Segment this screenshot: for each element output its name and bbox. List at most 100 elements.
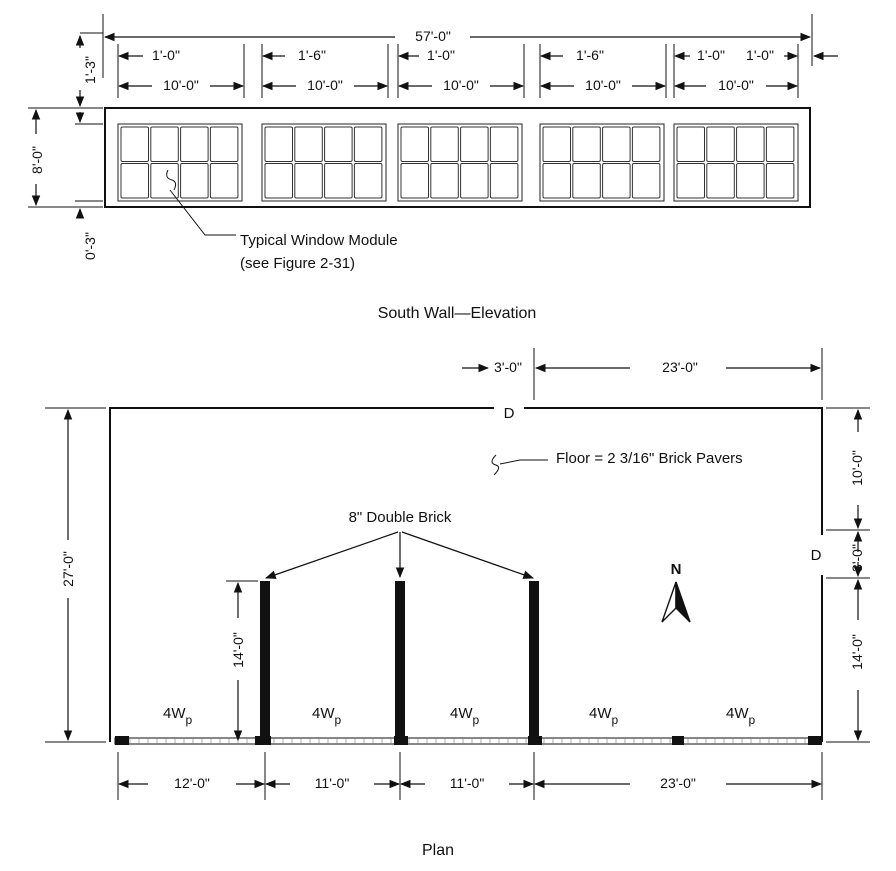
overall-width-dim: 57'-0" <box>415 28 451 44</box>
north-arrow-icon: N <box>661 561 691 623</box>
gap-dim-6: 1'-0" <box>746 47 774 63</box>
window-pane <box>353 163 383 199</box>
bottom-dim-3: 11'-0" <box>450 775 485 791</box>
window-pane <box>209 163 239 199</box>
svg-text:4Wp: 4Wp <box>589 705 619 727</box>
window-pane <box>489 126 519 162</box>
window-module-1 <box>117 123 243 202</box>
window-pane <box>631 163 661 199</box>
window-pane <box>676 126 705 162</box>
elevation-drawing: 57'-0" 1'-0" 1'-6" 1'-0" 1'-6" 1'-0" 1'-… <box>28 14 838 322</box>
height-dim: 8'-0" <box>29 146 45 174</box>
door-offset-dim: 3'-0" <box>494 359 522 375</box>
window-pane <box>460 126 489 162</box>
window-pane <box>353 126 383 162</box>
window-pane <box>264 126 293 162</box>
window-pane <box>180 126 209 162</box>
window-pane <box>180 163 209 199</box>
pier-5 <box>672 736 684 745</box>
window-modules <box>117 123 799 202</box>
plan-wall-north-east <box>524 407 823 535</box>
north-door-symbol: D <box>504 405 515 422</box>
window-label-3: 4Wp <box>450 705 480 727</box>
window-pane <box>294 163 323 199</box>
window-pane <box>542 163 571 199</box>
window-pane <box>400 163 429 199</box>
window-module-2 <box>261 123 387 202</box>
window-pane <box>736 126 765 162</box>
window-module-5 <box>673 123 799 202</box>
svg-text:4Wp: 4Wp <box>312 705 342 727</box>
window-pane <box>765 163 795 199</box>
pier-1 <box>115 736 129 745</box>
south-wall-outline <box>104 107 811 208</box>
window-callout-ref: (see Figure 2-31) <box>240 255 355 272</box>
bottom-dim-4: 23'-0" <box>660 775 696 791</box>
window-pane <box>706 163 735 199</box>
window-pane <box>430 163 459 199</box>
window-pane <box>631 126 661 162</box>
right-top-dim: 10'-0" <box>849 450 865 486</box>
window-pane <box>150 163 179 199</box>
plan-caption: Plan <box>422 842 454 859</box>
module-dim-row: 10'-0" 10'-0" 10'-0" 10'-0" 10'-0" <box>117 77 799 93</box>
north-symbol: N <box>671 561 682 578</box>
wall-height-dim: 14'-0" <box>230 632 246 668</box>
gap-dim-3: 1'-0" <box>427 47 455 63</box>
window-label-2: 4Wp <box>312 705 342 727</box>
gap-dim-4: 1'-6" <box>576 47 604 63</box>
south-glazing-strip <box>114 737 821 745</box>
brick-wall-1 <box>260 581 270 742</box>
pier-6 <box>808 736 822 745</box>
svg-text:4Wp: 4Wp <box>163 705 193 727</box>
door-to-corner-dim: 23'-0" <box>662 359 698 375</box>
window-pane <box>572 126 601 162</box>
gap-dim-1: 1'-0" <box>152 47 180 63</box>
gap-dim-5: 1'-0" <box>697 47 725 63</box>
module-dim-1: 10'-0" <box>163 77 199 93</box>
window-pane <box>736 163 765 199</box>
svg-text:4Wp: 4Wp <box>726 705 756 727</box>
window-pane <box>602 126 631 162</box>
svg-text:4Wp: 4Wp <box>450 705 480 727</box>
floor-note: Floor = 2 3/16" Brick Pavers <box>556 450 743 467</box>
top-offset-dim: 1'-3" <box>82 56 98 84</box>
window-pane <box>294 126 323 162</box>
window-module-4 <box>539 123 665 202</box>
window-label-4: 4Wp <box>589 705 619 727</box>
window-pane <box>324 126 353 162</box>
window-pane <box>602 163 631 199</box>
window-pane <box>572 163 601 199</box>
elevation-caption: South Wall—Elevation <box>378 305 537 322</box>
module-dim-2: 10'-0" <box>307 77 343 93</box>
window-pane <box>209 126 239 162</box>
right-door-dim: 3'-0" <box>849 544 865 572</box>
module-dim-3: 10'-0" <box>443 77 479 93</box>
window-pane <box>120 163 149 199</box>
east-door-symbol: D <box>811 547 822 564</box>
window-pane <box>489 163 519 199</box>
bottom-dim-2: 11'-0" <box>315 775 350 791</box>
plan-drawing: 3'-0" 23'-0" D D 8" Double Brick Floor =… <box>45 348 870 859</box>
brick-wall-2 <box>395 581 405 742</box>
gap-dim-2: 1'-6" <box>298 47 326 63</box>
window-label-1: 4Wp <box>163 705 193 727</box>
window-pane <box>120 126 149 162</box>
window-pane <box>400 126 429 162</box>
module-dim-4: 10'-0" <box>585 77 621 93</box>
window-pane <box>765 126 795 162</box>
brick-label: 8" Double Brick <box>349 509 452 526</box>
plan-wall-west-north <box>109 407 494 742</box>
window-pane <box>150 126 179 162</box>
bottom-offset-dim: 0'-3" <box>82 232 98 260</box>
module-dim-5: 10'-0" <box>718 77 754 93</box>
brick-wall-3 <box>529 581 539 742</box>
right-bottom-dim: 14'-0" <box>849 634 865 670</box>
window-pane <box>542 126 571 162</box>
bottom-dim-1: 12'-0" <box>174 775 210 791</box>
window-pane <box>460 163 489 199</box>
window-pane <box>324 163 353 199</box>
window-label-5: 4Wp <box>726 705 756 727</box>
window-pane <box>676 163 705 199</box>
